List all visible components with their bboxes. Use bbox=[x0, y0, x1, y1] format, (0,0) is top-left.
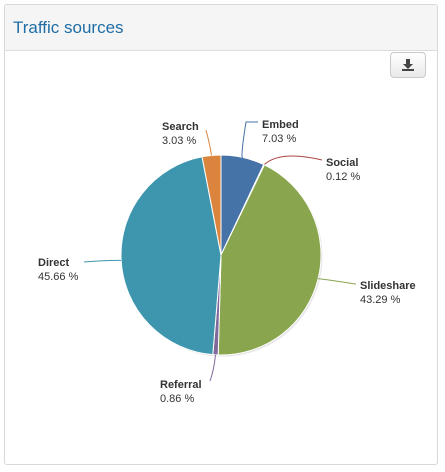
pie-slice-slideshare[interactable] bbox=[217, 164, 322, 356]
data-label-name-search: Search bbox=[162, 121, 199, 133]
download-button[interactable] bbox=[390, 52, 426, 78]
leader-line-direct bbox=[83, 259, 122, 263]
leader-line-social bbox=[263, 155, 323, 166]
traffic-sources-panel: Traffic sources bbox=[4, 4, 438, 465]
panel-title: Traffic sources bbox=[13, 18, 124, 37]
leader-line-embed bbox=[241, 121, 258, 158]
data-label-name-social: Social bbox=[326, 157, 358, 169]
download-icon bbox=[402, 59, 414, 71]
data-label-name-direct: Direct bbox=[38, 257, 70, 269]
leader-line-referral bbox=[209, 354, 217, 382]
pie-slice-direct[interactable] bbox=[120, 156, 222, 356]
data-label-value-slideshare: 43.29 % bbox=[360, 294, 401, 306]
data-label-value-referral: 0.86 % bbox=[160, 393, 194, 405]
data-label-value-direct: 45.66 % bbox=[38, 271, 79, 283]
data-label-value-embed: 7.03 % bbox=[262, 133, 296, 145]
data-label-value-social: 0.12 % bbox=[326, 171, 360, 183]
data-label-name-slideshare: Slideshare bbox=[360, 280, 416, 292]
data-label-value-search: 3.03 % bbox=[162, 135, 196, 147]
data-label-name-referral: Referral bbox=[160, 379, 202, 391]
data-label-name-embed: Embed bbox=[262, 119, 299, 131]
panel-header: Traffic sources bbox=[5, 5, 437, 51]
leader-line-slideshare bbox=[318, 278, 356, 285]
leader-line-search bbox=[205, 129, 212, 156]
